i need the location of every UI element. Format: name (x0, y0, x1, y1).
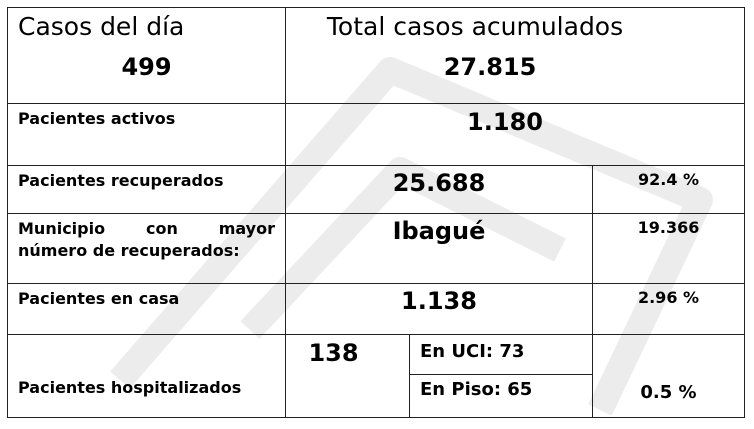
home-value: 1.138 (285, 283, 593, 335)
hospitalized-value: 138 (285, 334, 410, 418)
recovered-percent: 92.4 % (591, 165, 746, 214)
hospitalized-label: Pacientes hospitalizados (7, 334, 286, 418)
active-label: Pacientes activos (7, 103, 286, 166)
municipality-row: Municipio con mayor número de recuperado… (7, 213, 746, 284)
home-percent: 2.96 % (591, 283, 746, 335)
hospitalized-row-bottom: En Piso: 65 (8, 374, 745, 418)
municipality-count: 19.366 (591, 213, 746, 284)
header-row: Casos del día 499 Total casos acumulados… (7, 7, 746, 104)
recovered-label: Pacientes recuperados (7, 165, 286, 214)
recovered-row: Pacientes recuperados 25.688 92.4 % (7, 165, 746, 214)
active-row: Pacientes activos 1.180 (7, 103, 746, 166)
total-cases-cell: Total casos acumulados 27.815 (284, 7, 746, 104)
cases-today-label: Casos del día (18, 12, 185, 41)
ward-count: En Piso: 65 (409, 374, 593, 418)
home-label: Pacientes en casa (7, 283, 286, 335)
hospitalized-percent: 0.5 % (591, 334, 746, 418)
cases-today-cell: Casos del día 499 (7, 7, 286, 104)
covid-summary-table: Casos del día 499 Total casos acumulados… (7, 7, 746, 418)
hospitalized-row-top: Pacientes hospitalizados 138 En UCI: 73 … (7, 334, 746, 418)
municipality-label: Municipio con mayor número de recuperado… (7, 213, 286, 284)
active-value: 1.180 (284, 103, 746, 166)
icu-count: En UCI: 73 (409, 334, 593, 375)
total-cases-label: Total casos acumulados (326, 12, 624, 41)
municipality-value: Ibagué (285, 213, 593, 284)
cases-today-value: 499 (121, 53, 172, 81)
recovered-value: 25.688 (285, 165, 593, 214)
total-cases-value: 27.815 (443, 53, 537, 81)
home-row: Pacientes en casa 1.138 2.96 % (7, 283, 746, 335)
